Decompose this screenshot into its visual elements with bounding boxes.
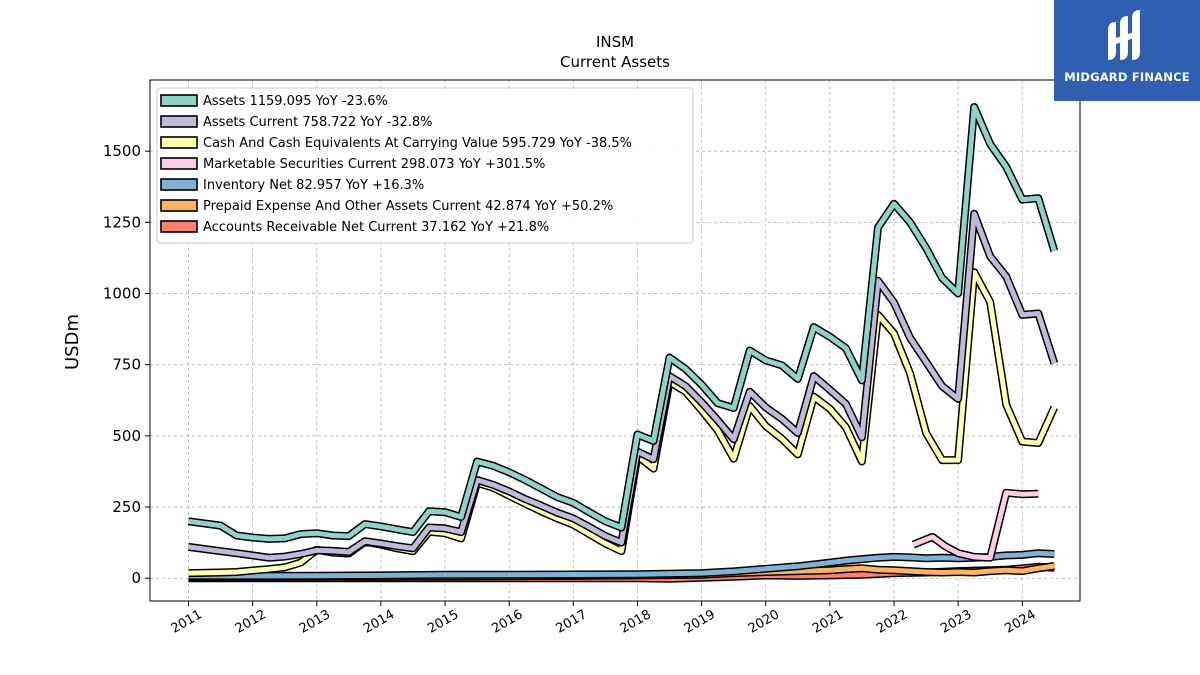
series-layer bbox=[187, 103, 1059, 583]
plot-frame bbox=[149, 79, 1081, 602]
legend: Assets 1159.095 YoY -23.6% Assets Current… bbox=[156, 87, 694, 244]
legend-swatch bbox=[160, 178, 198, 191]
y-axis-label: USDm bbox=[62, 314, 83, 370]
brand-logo-icon bbox=[1108, 10, 1140, 60]
legend-swatch bbox=[160, 136, 198, 149]
series-line bbox=[187, 103, 1059, 543]
series-line-stroke bbox=[188, 104, 1057, 542]
x-tick-label: 2024 bbox=[1002, 607, 1038, 637]
x-tick-label: 2023 bbox=[938, 607, 974, 637]
x-tick-label: 2014 bbox=[361, 607, 397, 637]
x-tick-label: 2021 bbox=[810, 607, 846, 637]
series-line-outline bbox=[911, 488, 1039, 562]
chart-title: INSM bbox=[596, 33, 634, 51]
legend-entry: Accounts Receivable Net Current 37.162 Y… bbox=[203, 220, 549, 235]
chart-subtitle: Current Assets bbox=[560, 53, 670, 71]
x-tick-label: 2017 bbox=[553, 607, 589, 637]
x-tick-label: 2015 bbox=[425, 607, 461, 637]
legend-box bbox=[156, 87, 694, 244]
series-line bbox=[911, 488, 1039, 562]
legend-swatch bbox=[160, 115, 198, 128]
legend-entry: Prepaid Expense And Other Assets Current… bbox=[203, 199, 613, 214]
x-tick-label: 2012 bbox=[233, 607, 269, 637]
series-line-stroke bbox=[912, 490, 1039, 561]
y-tick-label: 250 bbox=[112, 498, 141, 516]
grid-layer bbox=[150, 80, 1080, 601]
legend-entry: Cash And Cash Equivalents At Carrying Va… bbox=[203, 136, 632, 151]
legend-entry: Assets 1159.095 YoY -23.6% bbox=[203, 94, 388, 109]
legend-swatch bbox=[160, 157, 198, 170]
legend-entry: Inventory Net 82.957 YoY +16.3% bbox=[203, 178, 424, 193]
x-tick-label: 2018 bbox=[618, 607, 654, 637]
x-tick-label: 2019 bbox=[682, 607, 718, 637]
x-tick-label: 2022 bbox=[874, 607, 910, 637]
legend-swatch bbox=[160, 94, 198, 107]
x-tick-label: 2020 bbox=[746, 607, 782, 637]
y-tick-label: 1500 bbox=[103, 142, 141, 160]
y-tick-label: 1250 bbox=[103, 213, 141, 231]
x-tick-label: 2013 bbox=[297, 607, 333, 637]
legend-entry: Marketable Securities Current 298.073 Yo… bbox=[203, 157, 545, 172]
legend-entry: Assets Current 758.722 YoY -32.8% bbox=[203, 115, 433, 130]
y-tick-label: 500 bbox=[112, 427, 141, 445]
x-tick-label: 2011 bbox=[169, 607, 205, 637]
y-tick-label: 0 bbox=[131, 569, 141, 587]
legend-swatch bbox=[160, 220, 198, 233]
x-tick-label: 2016 bbox=[489, 607, 525, 637]
brand-logo: MIDGARD FINANCE bbox=[1054, 0, 1200, 101]
brand-logo-text: MIDGARD FINANCE bbox=[1064, 70, 1190, 84]
legend-swatch bbox=[160, 199, 198, 212]
y-tick-label: 750 bbox=[112, 356, 141, 374]
y-tick-label: 1000 bbox=[103, 285, 141, 303]
